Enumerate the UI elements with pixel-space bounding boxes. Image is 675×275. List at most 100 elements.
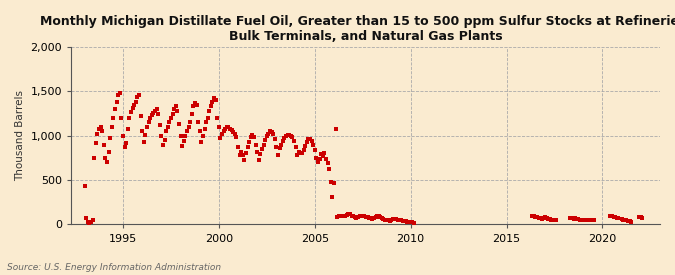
Point (165, 116, 176, 120)
Point (573, 217, 584, 221)
Point (138, 140, 149, 144)
Point (151, 107, 162, 111)
Point (385, 219, 396, 223)
Point (364, 216, 375, 220)
Point (266, 130, 277, 134)
Point (143, 120, 154, 125)
Point (351, 216, 362, 220)
Point (281, 133, 292, 138)
Point (126, 109, 136, 114)
Point (260, 138, 271, 142)
Point (530, 215, 541, 219)
Point (221, 125, 232, 129)
Point (87, 218, 98, 222)
Point (202, 116, 213, 120)
Point (89, 156, 100, 160)
Point (330, 127, 341, 132)
Point (159, 138, 170, 142)
Point (173, 122, 184, 127)
Point (247, 133, 258, 137)
Point (618, 218, 628, 222)
Point (567, 216, 578, 221)
Point (533, 216, 544, 220)
Point (199, 126, 210, 131)
Point (244, 140, 254, 144)
Point (350, 215, 360, 219)
Point (622, 219, 633, 223)
Point (122, 126, 133, 131)
Point (99, 142, 109, 147)
Point (207, 100, 218, 104)
Point (377, 216, 387, 221)
Point (565, 216, 576, 220)
Point (242, 145, 253, 149)
Point (284, 133, 294, 137)
Point (256, 147, 267, 151)
Point (572, 216, 583, 221)
Point (352, 215, 363, 219)
Point (581, 218, 592, 223)
Point (568, 216, 579, 221)
Point (217, 132, 227, 136)
Point (343, 212, 354, 216)
Point (234, 153, 245, 157)
Point (250, 142, 261, 147)
Point (175, 133, 186, 138)
Point (333, 214, 344, 219)
Point (162, 125, 173, 129)
Point (306, 139, 317, 143)
Point (373, 214, 384, 219)
Point (238, 153, 248, 157)
Point (116, 116, 127, 120)
Point (161, 129, 171, 133)
Point (303, 137, 314, 141)
Point (391, 217, 402, 221)
Point (137, 129, 148, 133)
Point (319, 151, 330, 156)
Point (121, 141, 132, 145)
Point (132, 94, 143, 99)
Point (389, 216, 400, 221)
Point (177, 144, 188, 148)
Point (271, 145, 282, 149)
Point (637, 216, 648, 220)
Point (290, 145, 301, 149)
Point (576, 218, 587, 222)
Point (157, 143, 168, 148)
Point (172, 109, 183, 113)
Point (304, 137, 315, 141)
Point (543, 216, 554, 221)
Point (269, 137, 280, 141)
Point (95, 125, 106, 129)
Point (142, 125, 153, 129)
Point (190, 101, 200, 105)
Point (367, 216, 378, 221)
Point (289, 139, 300, 143)
Point (261, 133, 272, 138)
Point (273, 153, 284, 157)
Point (541, 216, 552, 220)
Point (365, 216, 376, 221)
Point (204, 109, 215, 113)
Point (346, 213, 357, 218)
Point (105, 136, 115, 141)
Point (612, 216, 622, 220)
Point (324, 166, 335, 171)
Point (230, 132, 240, 136)
Point (135, 114, 146, 118)
Point (144, 116, 155, 120)
Point (90, 141, 101, 145)
Point (218, 129, 229, 133)
Point (392, 218, 403, 222)
Point (624, 219, 635, 224)
Point (398, 219, 408, 223)
Point (311, 156, 322, 160)
Point (86, 220, 97, 224)
Point (119, 145, 130, 149)
Point (626, 220, 637, 224)
Point (169, 107, 180, 111)
Point (92, 132, 103, 136)
Point (327, 195, 338, 199)
Point (294, 150, 304, 154)
Point (394, 218, 405, 223)
